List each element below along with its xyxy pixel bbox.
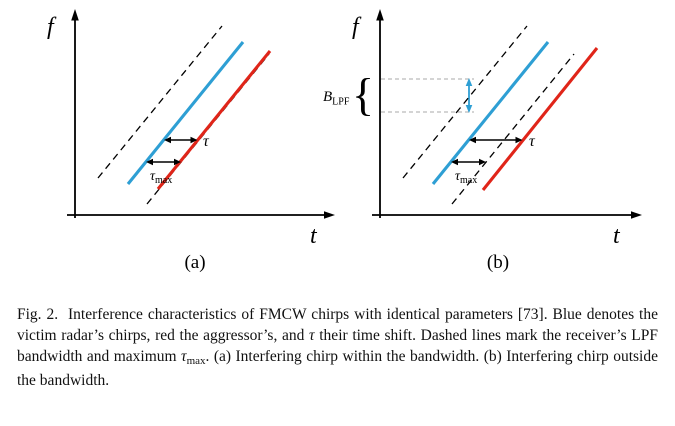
tau-max-label: τmax [150,169,172,186]
caption-text: their time shift. Dashed lines mark the … [17,327,658,366]
victim-chirp-line [126,41,245,185]
tau-max-label: τmax [455,169,477,186]
tau-arrow [164,136,198,144]
tau-max-arrowhead-left-icon [146,158,153,166]
panel-b: f t { BLPF τ [323,9,642,273]
b-lpf-label-sub: LPF [332,97,350,108]
lpf-band-arrowhead-top-icon [465,78,473,86]
caption-tau-max-base: τ [181,348,187,366]
fmcw-chirp-figure: f t τ τmax (a) [47,9,642,273]
tau-max-arrow [451,158,486,166]
x-axis-arrowhead-icon [324,211,335,219]
tau-max-arrowhead-right-icon [174,158,181,166]
tau-max-label-sub: max [155,175,172,186]
victim-chirp-line [431,41,550,185]
caption-tau: τ [309,327,315,345]
caption-text: Fig. 2. Interference characteristics of … [17,306,658,345]
tau-arrowhead-left-icon [164,136,171,144]
b-lpf-brace: { [352,69,374,120]
aggressor-chirp-line [156,50,272,190]
tau-arrow [469,136,523,144]
caption-text: . (a) Interfering chirp within the bandw… [17,348,658,389]
tau-label: τ [529,133,536,150]
panel-b-label: (b) [487,252,509,273]
tau-arrowhead-right-icon [515,136,523,144]
lpf-band-dashed-right [451,53,575,205]
b-lpf-label-base: B [323,89,332,105]
tau-label: τ [203,133,210,150]
lpf-band-dashed-left [402,25,528,179]
f-axis-label: f [47,14,57,40]
tau-max-label-base: τ [455,169,461,184]
t-axis-label: t [310,223,318,249]
lpf-band-arrow [465,78,473,113]
tau-arrowhead-left-icon [469,136,476,144]
tau-max-label-base: τ [150,169,156,184]
lpf-band-arrowhead-bottom-icon [465,105,473,113]
tau-max-arrowhead-right-icon [479,158,486,166]
caption-tau-max-sub: max [186,355,206,368]
lpf-band-dashed-left [97,25,223,179]
b-lpf-label: BLPF [323,89,350,108]
tau-max-arrow [146,158,181,166]
tau-max-arrowhead-left-icon [451,158,458,166]
t-axis-label: t [613,223,621,249]
aggressor-chirp-line [481,47,599,191]
x-axis-arrowhead-icon [631,211,642,219]
panel-a-label: (a) [184,252,205,273]
tau-max-label-sub: max [460,175,477,186]
panel-a: f t τ τmax (a) [47,9,335,273]
y-axis-arrowhead-icon [376,9,384,21]
f-axis-label: f [352,14,362,40]
y-axis-arrowhead-icon [71,9,79,21]
figure-caption: Fig. 2. Interference characteristics of … [0,300,675,391]
tau-arrowhead-right-icon [190,136,198,144]
